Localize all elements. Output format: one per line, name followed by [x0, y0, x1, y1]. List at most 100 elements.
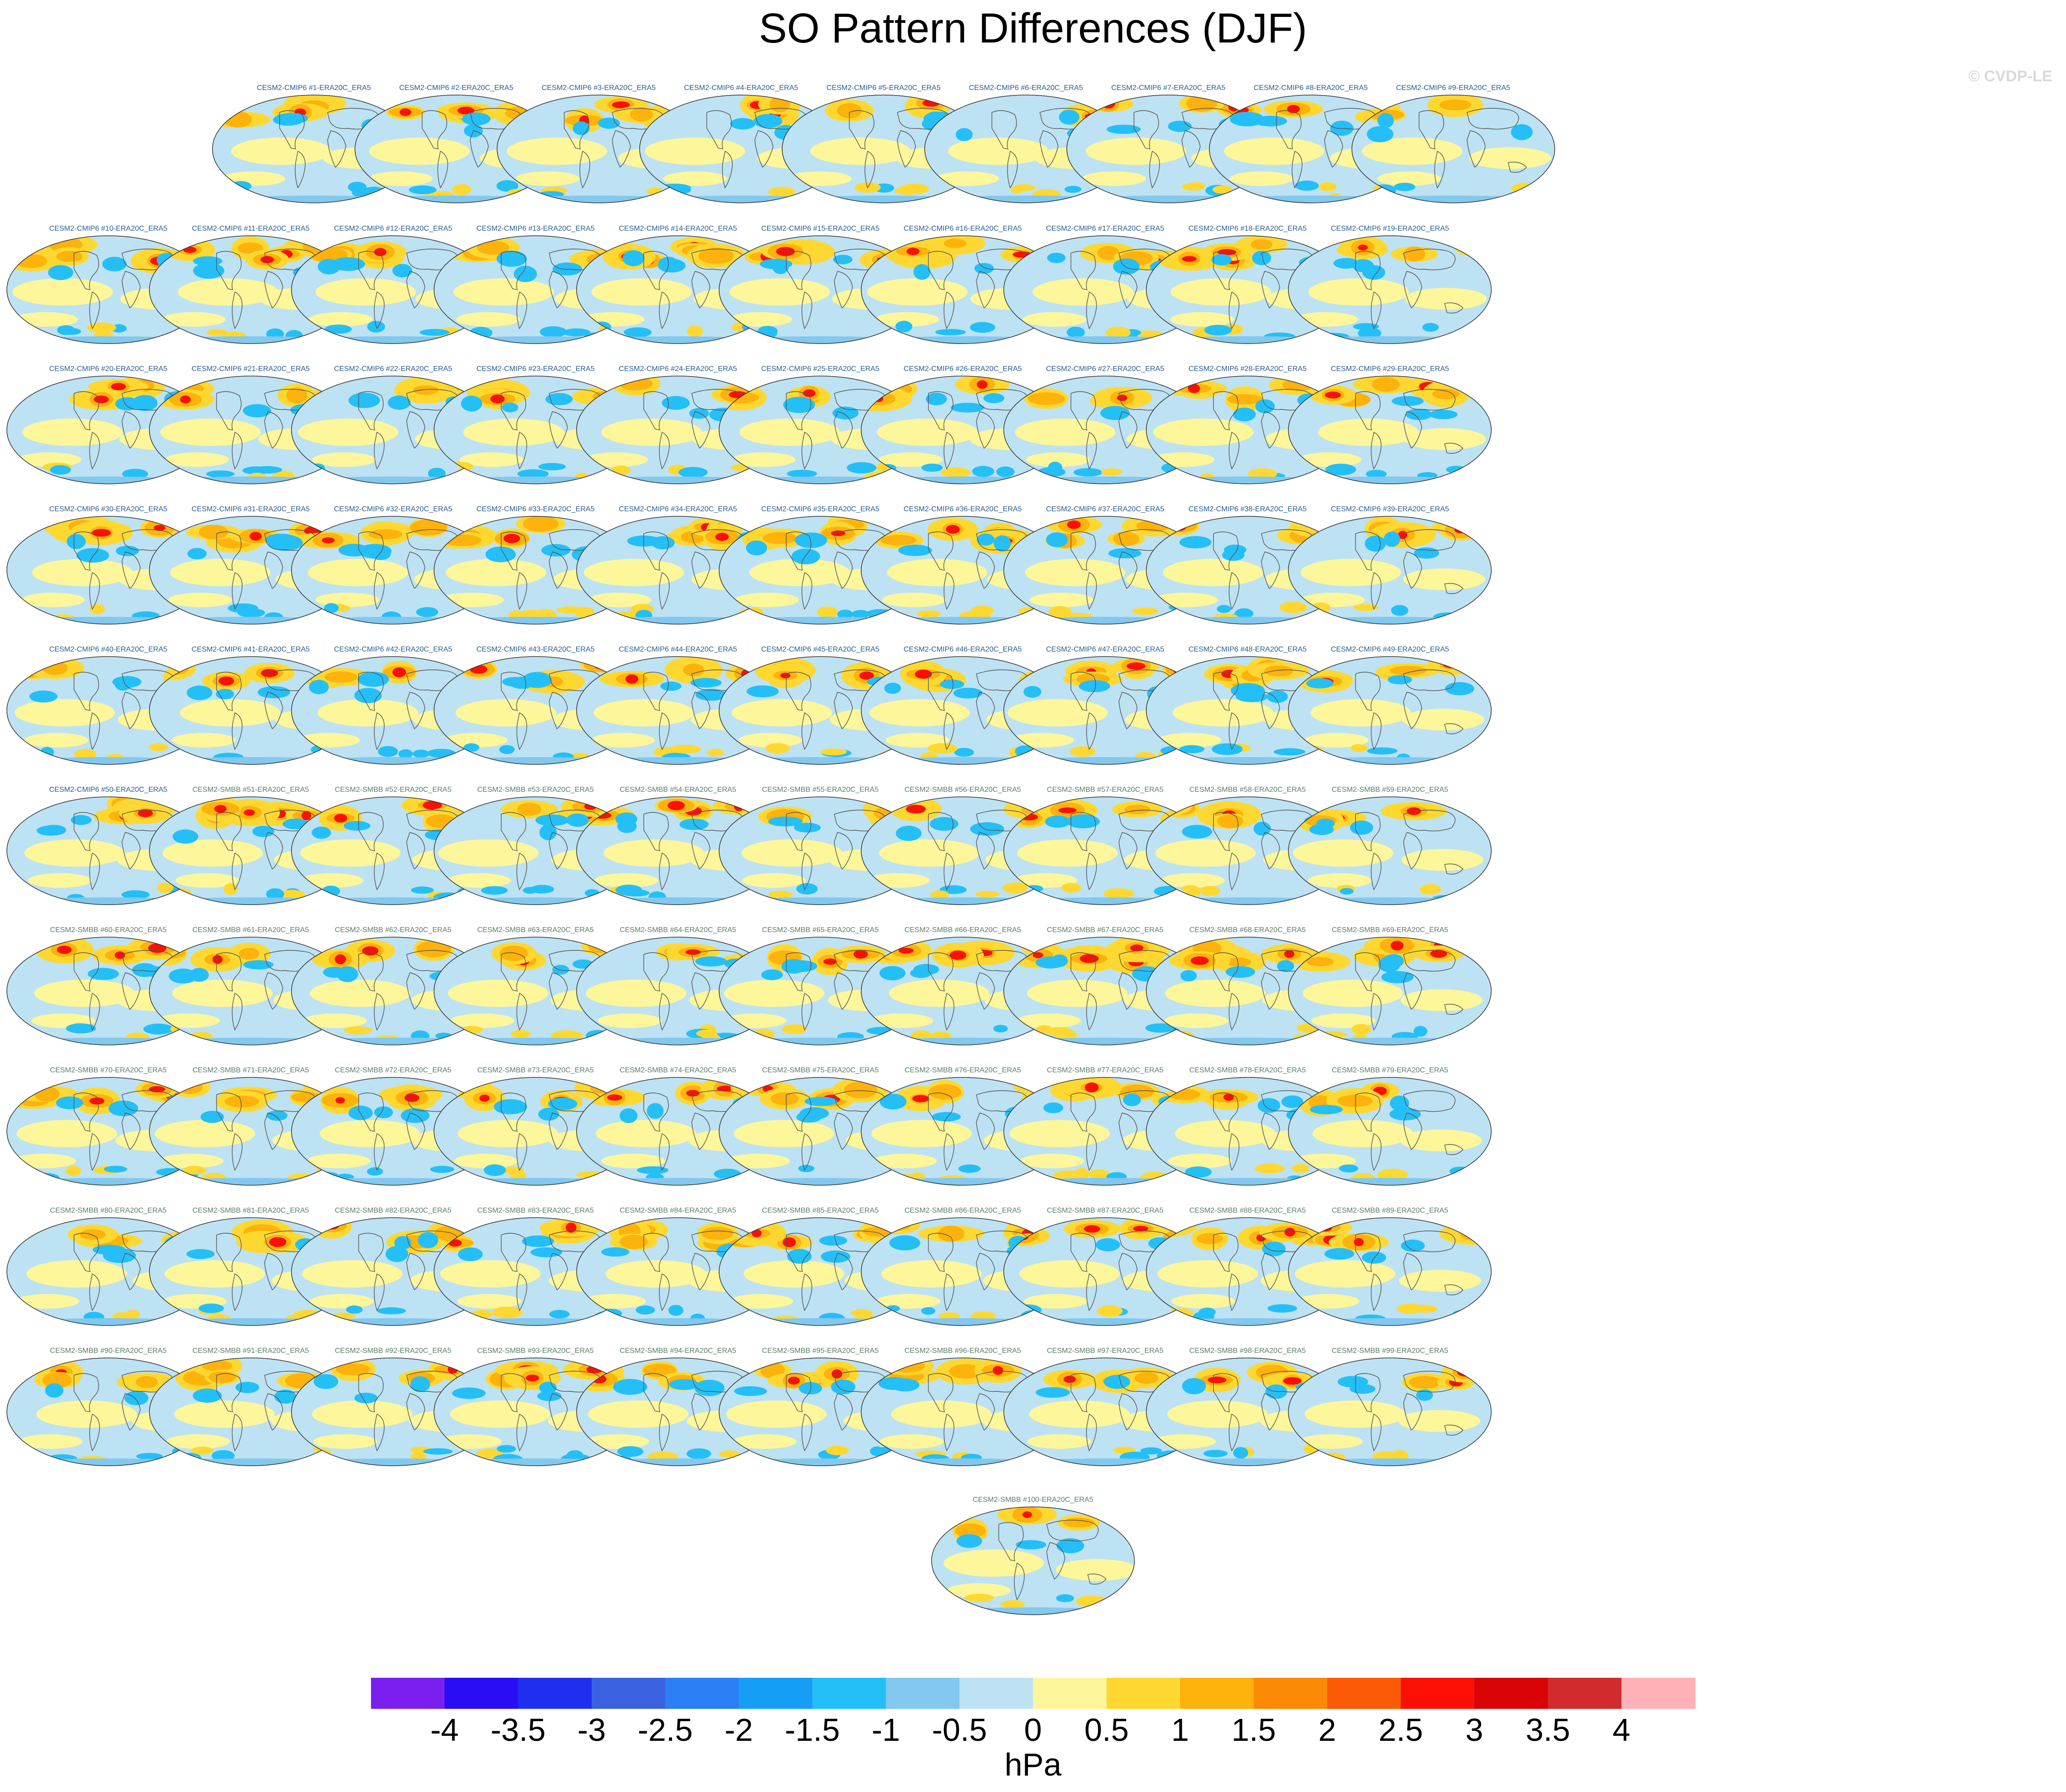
panel-label: CESM2-SMBB #70-ERA20C_ERA5	[50, 1066, 167, 1074]
panel-label: CESM2-SMBB #61-ERA20C_ERA5	[192, 926, 309, 934]
panel-label: CESM2-SMBB #80-ERA20C_ERA5	[50, 1207, 167, 1214]
panel-label: CESM2-SMBB #64-ERA20C_ERA5	[620, 926, 736, 934]
panel-label: CESM2-CMIP6 #43-ERA20C_ERA5	[476, 646, 595, 653]
map-globe	[576, 1357, 780, 1466]
map-globe	[1288, 937, 1492, 1045]
panel-label: CESM2-CMIP6 #5-ERA20C_ERA5	[826, 84, 941, 92]
panel-label: CESM2-SMBB #73-ERA20C_ERA5	[477, 1066, 594, 1074]
panel-label: CESM2-CMIP6 #26-ERA20C_ERA5	[903, 365, 1022, 373]
map-panel: CESM2-SMBB #95-ERA20C_ERA5	[718, 1347, 923, 1487]
map-globe	[1288, 656, 1492, 765]
panel-label: CESM2-SMBB #94-ERA20C_ERA5	[620, 1347, 736, 1355]
panel-label: CESM2-SMBB #68-ERA20C_ERA5	[1189, 926, 1306, 934]
panel-label: CESM2-CMIP6 #28-ERA20C_ERA5	[1188, 365, 1307, 373]
panel-label: CESM2-SMBB #62-ERA20C_ERA5	[334, 926, 451, 934]
panel-label: CESM2-CMIP6 #40-ERA20C_ERA5	[49, 646, 168, 653]
colorbar-tick-label: -2.5	[637, 1712, 693, 1748]
panel-label: CESM2-CMIP6 #10-ERA20C_ERA5	[49, 225, 168, 233]
map-panel: CESM2-CMIP6 #13-ERA20C_ERA5	[433, 225, 638, 365]
colorbar-swatch	[1180, 1678, 1254, 1709]
panel-label: CESM2-SMBB #74-ERA20C_ERA5	[620, 1066, 736, 1074]
panel-label: CESM2-CMIP6 #37-ERA20C_ERA5	[1046, 505, 1165, 513]
panel-label: CESM2-CMIP6 #39-ERA20C_ERA5	[1330, 505, 1449, 513]
panel-label: CESM2-CMIP6 #23-ERA20C_ERA5	[476, 365, 595, 373]
figure-title: SO Pattern Differences (DJF)	[759, 5, 1307, 52]
panel-label: CESM2-SMBB #65-ERA20C_ERA5	[762, 926, 879, 934]
panel-label: CESM2-SMBB #63-ERA20C_ERA5	[477, 926, 594, 934]
colorbar-tick-label: -1.5	[784, 1712, 840, 1748]
map-panel: CESM2-SMBB #69-ERA20C_ERA5	[1287, 926, 1493, 1066]
panel-label: CESM2-CMIP6 #17-ERA20C_ERA5	[1046, 225, 1165, 233]
panel-label: CESM2-CMIP6 #2-ERA20C_ERA5	[399, 84, 514, 92]
map-globe	[6, 516, 210, 625]
colorbar-swatch	[959, 1678, 1033, 1709]
panel-label: CESM2-CMIP6 #34-ERA20C_ERA5	[619, 505, 737, 513]
panel-label: CESM2-SMBB #78-ERA20C_ERA5	[1189, 1066, 1306, 1074]
panel-label: CESM2-CMIP6 #36-ERA20C_ERA5	[903, 505, 1022, 513]
panel-label: CESM2-CMIP6 #12-ERA20C_ERA5	[334, 225, 452, 233]
map-globe	[931, 1506, 1135, 1615]
map-panel: CESM2-SMBB #94-ERA20C_ERA5	[575, 1347, 781, 1487]
panel-label: CESM2-CMIP6 #22-ERA20C_ERA5	[334, 365, 452, 373]
map-panel: CESM2-CMIP6 #19-ERA20C_ERA5	[1287, 225, 1493, 365]
panel-label: CESM2-CMIP6 #8-ERA20C_ERA5	[1253, 84, 1368, 92]
map-panel: CESM2-SMBB #83-ERA20C_ERA5	[433, 1207, 638, 1347]
panel-label: CESM2-SMBB #93-ERA20C_ERA5	[477, 1347, 594, 1355]
panel-label: CESM2-SMBB #59-ERA20C_ERA5	[1331, 786, 1448, 794]
map-globe	[434, 1217, 637, 1326]
panel-label: CESM2-SMBB #86-ERA20C_ERA5	[904, 1207, 1021, 1214]
panel-label: CESM2-SMBB #75-ERA20C_ERA5	[762, 1066, 879, 1074]
panel-label: CESM2-CMIP6 #16-ERA20C_ERA5	[903, 225, 1022, 233]
panel-label: CESM2-CMIP6 #18-ERA20C_ERA5	[1188, 225, 1307, 233]
panel-label: CESM2-CMIP6 #3-ERA20C_ERA5	[541, 84, 656, 92]
panel-label: CESM2-SMBB #98-ERA20C_ERA5	[1189, 1347, 1306, 1355]
map-panel: CESM2-SMBB #85-ERA20C_ERA5	[718, 1207, 923, 1347]
colorbar-swatch	[445, 1678, 519, 1709]
panel-label: CESM2-SMBB #52-ERA20C_ERA5	[334, 786, 451, 794]
panel-label: CESM2-CMIP6 #47-ERA20C_ERA5	[1046, 646, 1165, 653]
panel-label: CESM2-SMBB #54-ERA20C_ERA5	[620, 786, 736, 794]
panel-label: CESM2-SMBB #79-ERA20C_ERA5	[1331, 1066, 1448, 1074]
panel-label: CESM2-SMBB #67-ERA20C_ERA5	[1047, 926, 1164, 934]
panel-label: CESM2-CMIP6 #30-ERA20C_ERA5	[49, 505, 168, 513]
panel-label: CESM2-SMBB #90-ERA20C_ERA5	[50, 1347, 167, 1355]
panel-label: CESM2-CMIP6 #25-ERA20C_ERA5	[761, 365, 879, 373]
panel-label: CESM2-CMIP6 #42-ERA20C_ERA5	[334, 646, 452, 653]
map-globe	[718, 1217, 922, 1326]
colorbar-swatch	[1254, 1678, 1328, 1709]
map-panel: CESM2-SMBB #99-ERA20C_ERA5	[1287, 1347, 1493, 1487]
panel-label: CESM2-SMBB #71-ERA20C_ERA5	[192, 1066, 309, 1074]
colorbar-tick-label: 0	[1024, 1712, 1042, 1748]
panel-label: CESM2-CMIP6 #41-ERA20C_ERA5	[191, 646, 310, 653]
panel-label: CESM2-SMBB #88-ERA20C_ERA5	[1189, 1207, 1306, 1214]
map-globe	[1288, 1357, 1492, 1466]
map-globe	[1288, 796, 1492, 905]
panel-label: CESM2-CMIP6 #35-ERA20C_ERA5	[761, 505, 879, 513]
panel-label: CESM2-SMBB #53-ERA20C_ERA5	[477, 786, 594, 794]
panel-label: CESM2-SMBB #82-ERA20C_ERA5	[334, 1207, 451, 1214]
panel-label: CESM2-SMBB #99-ERA20C_ERA5	[1331, 1347, 1448, 1355]
map-panel: CESM2-SMBB #89-ERA20C_ERA5	[1287, 1207, 1493, 1347]
map-panel-grid: CESM2-CMIP6 #1-ERA20C_ERA5 CESM2-CMIP6 #2…	[5, 84, 1555, 1636]
colorbar-swatch	[1107, 1678, 1181, 1709]
map-panel: CESM2-CMIP6 #30-ERA20C_ERA5	[5, 505, 211, 645]
map-panel: CESM2-CMIP6 #29-ERA20C_ERA5	[1287, 365, 1493, 505]
colorbar-tick-label: -3.5	[490, 1712, 546, 1748]
panel-label: CESM2-SMBB #89-ERA20C_ERA5	[1331, 1207, 1448, 1214]
colorbar-swatch	[1548, 1678, 1622, 1709]
panel-label: CESM2-SMBB #83-ERA20C_ERA5	[477, 1207, 594, 1214]
panel-label: CESM2-SMBB #69-ERA20C_ERA5	[1331, 926, 1448, 934]
map-panel: CESM2-SMBB #79-ERA20C_ERA5	[1287, 1066, 1493, 1206]
map-panel: CESM2-SMBB #100-ERA20C_ERA5	[930, 1496, 1136, 1636]
panel-label: CESM2-CMIP6 #13-ERA20C_ERA5	[476, 225, 595, 233]
panel-label: CESM2-SMBB #51-ERA20C_ERA5	[192, 786, 309, 794]
colorbar-swatch	[1474, 1678, 1548, 1709]
map-globe	[718, 235, 922, 344]
colorbar-swatch	[518, 1678, 592, 1709]
colorbar-tick-label: -1	[871, 1712, 901, 1748]
colorbar-swatch	[371, 1678, 445, 1709]
colorbar-tick-label: 3.5	[1526, 1712, 1570, 1748]
panel-label: CESM2-CMIP6 #29-ERA20C_ERA5	[1330, 365, 1449, 373]
panel-label: CESM2-SMBB #84-ERA20C_ERA5	[620, 1207, 736, 1214]
panel-label: CESM2-CMIP6 #14-ERA20C_ERA5	[619, 225, 737, 233]
